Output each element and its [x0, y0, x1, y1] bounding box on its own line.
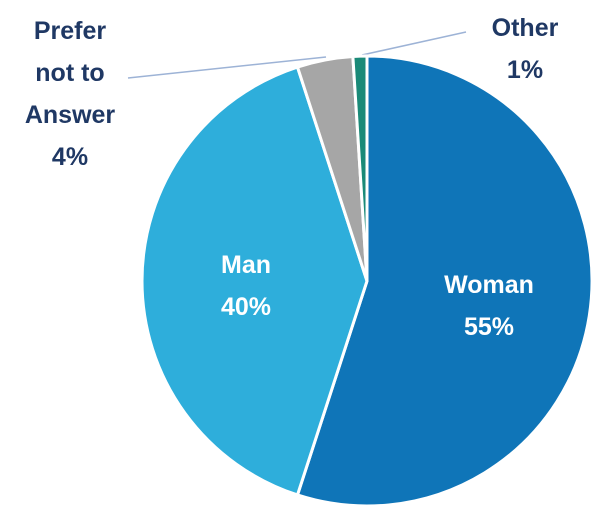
- pie-slice: [351, 54, 369, 282]
- slice-label: Prefer not to Answer 4%: [0, 10, 140, 178]
- leader-line: [361, 31, 467, 56]
- category-name: Man: [221, 251, 271, 279]
- pie-slice: [140, 65, 369, 497]
- value-label: 40%: [220, 293, 272, 321]
- slice-label: Other 1%: [455, 7, 591, 91]
- category-name: Prefer not to Answer: [24, 17, 116, 129]
- pie-slice: [295, 54, 591, 507]
- value-label: 1%: [506, 56, 544, 84]
- category-name: Woman: [444, 271, 534, 299]
- leader-line: [127, 56, 327, 79]
- slice-label: Woman 55%: [419, 264, 559, 348]
- category-name: Other: [491, 14, 559, 42]
- value-label: 55%: [463, 313, 515, 341]
- value-label: 4%: [51, 143, 89, 171]
- slice-label: Man 40%: [176, 244, 316, 328]
